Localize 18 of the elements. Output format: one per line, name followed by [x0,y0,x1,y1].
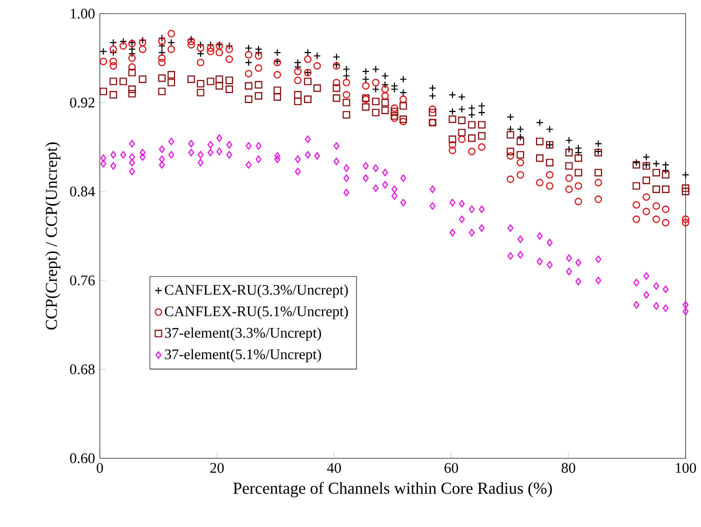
x-tick-label: 20 [210,462,224,473]
x-axis-title: Percentage of Channels within Core Radius (%) [233,482,552,498]
y-axis-title: CCP(Crept) / CCP(Uncrept) [45,142,60,330]
y-tick-label: 0.60 [70,453,95,464]
x-tick-label: 40 [327,462,341,473]
y-tick-label: 0.92 [70,98,94,108]
y-tick-label: 0.68 [70,364,95,374]
legend-label: 37-element(3.3%/Uncrept) [164,327,322,341]
legend-label: CANFLEX-RU(3.3%/Uncrept) [164,284,348,298]
x-tick-label: 100 [676,462,696,473]
y-tick-label: 1.00 [70,8,95,19]
y-tick-label: 0.76 [70,275,95,286]
legend-label: 37-element(5.1%/Uncrept) [164,348,322,362]
y-tick-label: 0.84 [70,186,95,196]
x-tick-label: 60 [444,462,458,473]
x-tick-label: 80 [562,462,576,473]
x-tick-label: 0 [96,462,103,473]
legend-label: CANFLEX-RU(5.1%/Uncrept) [164,306,348,320]
